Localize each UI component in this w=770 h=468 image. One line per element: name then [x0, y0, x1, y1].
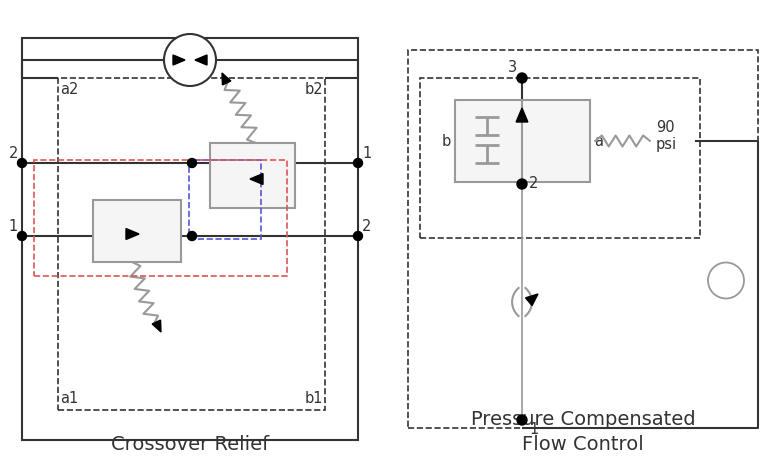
Circle shape	[517, 415, 527, 425]
Circle shape	[708, 263, 744, 299]
Text: a2: a2	[60, 82, 79, 97]
Text: a1: a1	[60, 391, 79, 406]
Text: Pressure Compensated
Flow Control: Pressure Compensated Flow Control	[470, 410, 695, 454]
Bar	[210, 143, 295, 208]
Bar	[58, 78, 325, 410]
Text: b2: b2	[304, 82, 323, 97]
Text: 1: 1	[8, 219, 18, 234]
Bar	[420, 78, 700, 238]
Text: 1: 1	[362, 146, 371, 161]
Circle shape	[18, 232, 26, 241]
Text: b1: b1	[304, 391, 323, 406]
Text: 1: 1	[529, 422, 538, 437]
Circle shape	[517, 73, 527, 83]
Text: a: a	[594, 133, 603, 148]
Circle shape	[164, 34, 216, 86]
Polygon shape	[173, 55, 185, 65]
Text: Crossover Relief: Crossover Relief	[111, 435, 269, 454]
Text: 2: 2	[529, 176, 538, 190]
Polygon shape	[126, 228, 139, 240]
Polygon shape	[152, 320, 161, 332]
Text: b: b	[442, 133, 451, 148]
Bar	[408, 50, 758, 428]
Bar	[93, 200, 181, 262]
Polygon shape	[250, 174, 263, 184]
Polygon shape	[516, 108, 528, 122]
Circle shape	[353, 159, 363, 168]
Text: 90
psi: 90 psi	[656, 120, 677, 152]
Bar	[22, 38, 358, 440]
Text: 2: 2	[8, 146, 18, 161]
Polygon shape	[526, 294, 538, 306]
Text: 2: 2	[362, 219, 371, 234]
Polygon shape	[222, 73, 231, 85]
Text: 3: 3	[508, 60, 517, 75]
Bar	[189, 160, 261, 239]
Circle shape	[188, 232, 196, 241]
Circle shape	[18, 159, 26, 168]
Bar	[34, 160, 287, 276]
Bar	[455, 100, 590, 182]
Circle shape	[517, 179, 527, 189]
Polygon shape	[195, 55, 207, 65]
Circle shape	[188, 159, 196, 168]
Circle shape	[353, 232, 363, 241]
